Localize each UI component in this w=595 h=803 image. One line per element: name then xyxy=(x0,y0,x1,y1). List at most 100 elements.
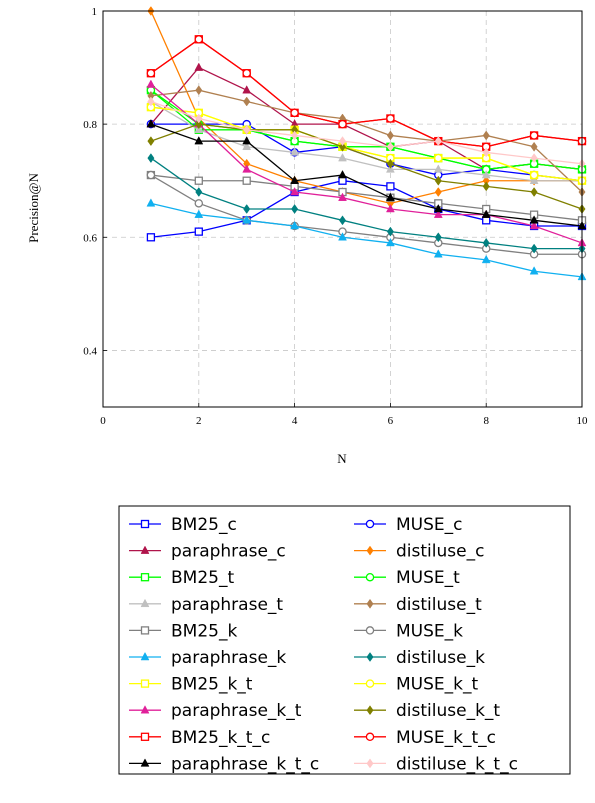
legend-label: paraphrase_k xyxy=(171,648,286,668)
legend-label: distiluse_t xyxy=(396,595,482,615)
data-point xyxy=(194,35,204,44)
data-point xyxy=(385,203,395,213)
data-point xyxy=(338,170,347,179)
data-point xyxy=(338,232,347,241)
data-point xyxy=(147,96,155,107)
legend-label: distiluse_k_t_c xyxy=(396,754,518,774)
data-point xyxy=(146,119,156,128)
data-point xyxy=(338,136,347,147)
legend-item: MUSE_k xyxy=(354,621,463,641)
y-tick-label: 1 xyxy=(92,6,98,18)
data-point xyxy=(242,136,252,145)
data-point xyxy=(434,153,443,163)
data-point xyxy=(386,226,394,237)
series-line xyxy=(150,38,583,148)
legend-item: distiluse_c xyxy=(354,542,484,562)
data-point xyxy=(290,186,300,196)
legend-swatch-marker xyxy=(140,679,150,688)
legend-label: paraphrase_k_t_c xyxy=(171,754,319,774)
legend-label: paraphrase_c xyxy=(171,542,286,562)
data-point xyxy=(433,249,443,258)
series-line xyxy=(150,100,582,182)
data-point xyxy=(338,141,347,152)
data-point xyxy=(290,108,299,118)
legend-item: MUSE_c xyxy=(354,515,463,535)
data-point xyxy=(529,175,539,184)
legend-label: BM25_k xyxy=(171,621,237,641)
data-point xyxy=(482,181,490,192)
data-point xyxy=(242,164,252,173)
x-tick-label: 10 xyxy=(577,415,589,427)
legend-item: paraphrase_k_t_c xyxy=(129,754,319,774)
data-point xyxy=(386,182,395,191)
legend-label: MUSE_k_t xyxy=(396,675,478,695)
data-point xyxy=(194,227,203,236)
series-line xyxy=(150,174,583,221)
data-point xyxy=(194,176,203,185)
data-point xyxy=(433,209,443,218)
legend-label: BM25_k_t xyxy=(171,675,253,695)
x-axis-label: N xyxy=(337,451,347,466)
y-tick-label: 0.4 xyxy=(83,345,97,357)
legend-item: BM25_k_t_c xyxy=(129,728,270,748)
legend-label: MUSE_k xyxy=(396,621,463,641)
data-point xyxy=(290,147,300,156)
legend-item: MUSE_t xyxy=(354,568,460,588)
data-point xyxy=(434,187,442,197)
series-BM25_t xyxy=(146,86,587,174)
legend-swatch-marker xyxy=(366,758,374,769)
data-point xyxy=(338,153,347,162)
legend-swatch-marker xyxy=(140,651,150,661)
y-tick-label: 0.6 xyxy=(83,232,97,244)
data-point xyxy=(481,209,491,218)
legend-swatch-marker xyxy=(140,519,150,529)
data-point xyxy=(482,147,490,158)
y-axis-label: Precision@N xyxy=(26,173,41,243)
data-point xyxy=(147,136,155,147)
legend-swatch-marker xyxy=(366,598,374,609)
series-line xyxy=(150,10,582,205)
data-point xyxy=(386,130,394,141)
legend-item: BM25_t xyxy=(129,568,234,588)
data-point xyxy=(529,215,539,224)
data-point xyxy=(242,176,251,185)
series-distiluse_c xyxy=(147,6,586,209)
legend-swatch-marker xyxy=(140,573,150,582)
x-tick-label: 8 xyxy=(483,415,489,427)
series-line xyxy=(150,89,583,171)
axes: 0 2 4 6 8 10 0.4 0.6 0.8 1 xyxy=(83,6,588,427)
data-point xyxy=(338,215,347,226)
legend-item: distiluse_t xyxy=(354,595,482,615)
series-paraphrase_k_t xyxy=(146,79,587,247)
data-point xyxy=(433,164,443,173)
series-line xyxy=(150,100,583,165)
series-line xyxy=(150,123,583,210)
series-MUSE_k xyxy=(146,170,587,259)
legend-swatch-marker xyxy=(365,626,375,635)
x-tick-label: 2 xyxy=(196,415,202,427)
legend: BM25_c MUSE_c paraphrase_c distiluse_c BM25_… xyxy=(118,505,571,775)
x-tick-label: 6 xyxy=(388,415,394,427)
series-line xyxy=(150,202,583,278)
data-point xyxy=(290,220,300,230)
legend-swatch-marker xyxy=(365,519,375,529)
data-point xyxy=(290,175,300,184)
legend-swatch-marker xyxy=(365,572,375,582)
series-line xyxy=(150,180,582,238)
legend-swatch-marker xyxy=(365,732,375,742)
legend-label: MUSE_t xyxy=(396,568,460,588)
legend-label: paraphrase_t xyxy=(171,595,283,615)
data-point xyxy=(338,192,347,201)
data-point xyxy=(242,215,252,224)
data-point xyxy=(482,130,490,141)
legend-item: distiluse_k xyxy=(354,648,485,668)
data-point xyxy=(194,199,204,208)
legend-swatch-marker xyxy=(366,545,374,556)
series-distiluse_k_t xyxy=(147,119,586,214)
data-point xyxy=(386,141,394,152)
data-point xyxy=(481,170,491,179)
data-point xyxy=(242,68,251,78)
legend-label: MUSE_k_t_c xyxy=(396,728,496,748)
data-point xyxy=(434,136,442,147)
data-point xyxy=(194,136,204,145)
